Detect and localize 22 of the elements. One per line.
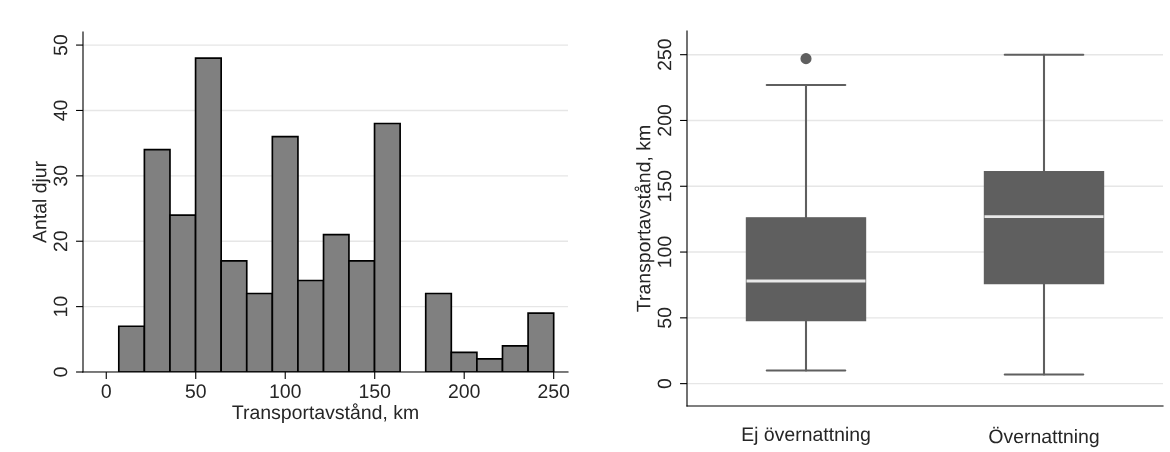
y-tick-label: 30: [53, 165, 68, 186]
x-tick-label: Ej övernattning: [742, 426, 870, 445]
y-tick-label: 20: [53, 231, 68, 252]
y-tick-label: 50: [657, 307, 672, 328]
y-tick-label: 40: [53, 100, 68, 121]
y-tick-label: 200: [657, 105, 672, 136]
x-tick-label: 50: [185, 384, 206, 399]
x-tick-label: 150: [359, 384, 391, 399]
x-tick-label: 0: [101, 384, 111, 399]
x-axis-title: Transportavstånd, km: [232, 403, 418, 424]
y-axis-title: Antal djur: [32, 161, 51, 244]
x-tick-label: 100: [270, 384, 301, 399]
x-tick-label: 250: [538, 384, 570, 399]
y-tick-label: 150: [657, 170, 672, 201]
x-tick-label: Övernattning: [989, 426, 1099, 448]
y-axis-title: Transportavstånd, km: [634, 126, 655, 312]
y-tick-label: 250: [657, 39, 672, 70]
y-tick-label: 0: [53, 367, 68, 377]
y-tick-label: 10: [53, 296, 68, 316]
y-tick-label: 100: [657, 236, 672, 267]
x-tick-label: 200: [448, 384, 480, 399]
y-tick-label: 50: [53, 35, 68, 56]
